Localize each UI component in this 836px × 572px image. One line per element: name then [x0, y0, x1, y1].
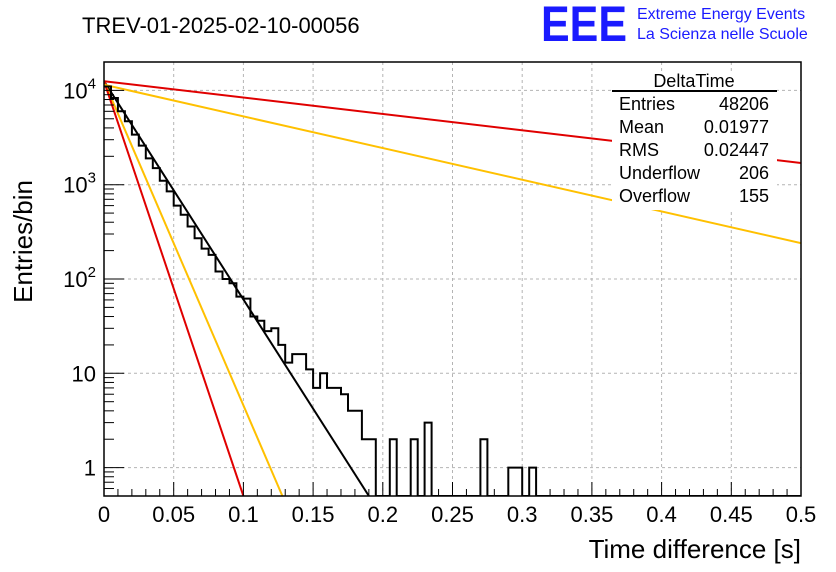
x-tick-label: 0.25	[431, 502, 474, 527]
y-axis-label: Entries/bin	[8, 180, 38, 303]
x-tick-label: 0.5	[786, 502, 817, 527]
fit-line	[104, 80, 245, 496]
stats-row-label: Overflow	[619, 186, 691, 206]
y-tick-label: 103	[63, 170, 96, 198]
stats-box-background	[612, 72, 777, 210]
x-tick-label: 0.4	[646, 502, 677, 527]
fit-line	[104, 80, 284, 496]
plot-content	[104, 80, 801, 496]
x-tick-label: 0.35	[570, 502, 613, 527]
stats-row-value: 206	[739, 163, 769, 183]
stats-title: DeltaTime	[653, 71, 734, 91]
stats-row-value: 0.01977	[704, 117, 769, 137]
stats-row-value: 155	[739, 186, 769, 206]
stats-row-label: Mean	[619, 117, 664, 137]
eee-logo-line2: La Scienza nelle Scuole	[637, 26, 808, 43]
eee-logo-letters: EEE	[541, 0, 627, 52]
y-tick-label: 1	[84, 456, 96, 481]
histogram-outline	[104, 85, 801, 496]
stats-row-label: Underflow	[619, 163, 701, 183]
x-tick-label: 0.3	[507, 502, 538, 527]
x-axis-label: Time difference [s]	[589, 534, 801, 564]
stats-row-value: 48206	[719, 94, 769, 114]
x-tick-label: 0.15	[292, 502, 335, 527]
x-tick-label: 0	[98, 502, 110, 527]
x-tick-label: 0.45	[710, 502, 753, 527]
x-tick-label: 0.05	[152, 502, 195, 527]
axis-tick-labels: 0 0.05 0.1 0.15 0.2 0.25 0.3 0.35 0.4 0.45 0.5 1 10 1…	[63, 75, 816, 527]
x-tick-label: 0.1	[228, 502, 259, 527]
stats-row-label: RMS	[619, 140, 659, 160]
chart-title: TREV-01-2025-02-10-00056	[82, 13, 360, 38]
x-tick-label: 0.2	[368, 502, 399, 527]
stats-rows: Entries 48206 Mean 0.01977 RMS 0.02447Underfl…	[619, 94, 769, 206]
plot-grid	[104, 62, 801, 496]
stats-row-label: Entries	[619, 94, 675, 114]
y-tick-label: 10	[72, 361, 96, 386]
eee-logo: EEE Extreme Energy Events La Scienza nel…	[541, 0, 808, 52]
stats-box: DeltaTime Entries 48206 Mean 0.01977 RMS 0.02…	[612, 71, 777, 210]
axis-ticks	[103, 61, 802, 497]
stats-row-value: 0.02447	[704, 140, 769, 160]
fit-line	[104, 83, 801, 245]
y-tick-label: 102	[63, 264, 96, 292]
eee-logo-line1: Extreme Energy Events	[637, 6, 805, 23]
y-tick-label: 104	[63, 75, 96, 103]
